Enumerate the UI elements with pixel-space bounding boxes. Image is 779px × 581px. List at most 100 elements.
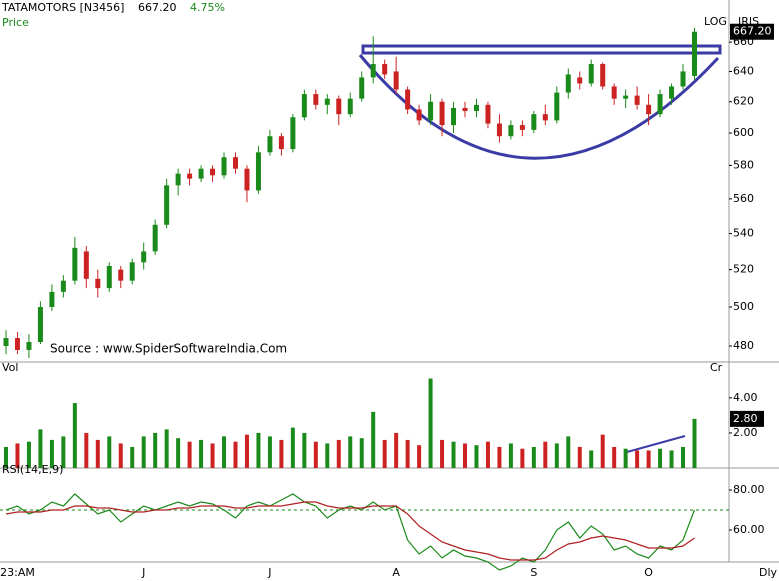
volume-bar: [382, 439, 387, 468]
volume-bar: [187, 441, 192, 468]
candle-body: [301, 94, 307, 118]
resistance-band: [361, 44, 722, 55]
volume-bar: [658, 448, 663, 468]
candle-body: [565, 74, 571, 93]
volume-bar: [577, 446, 582, 468]
volume-bar: [669, 450, 674, 468]
candle-body: [451, 107, 457, 126]
volume-bar: [440, 439, 445, 468]
volume-bar: [646, 450, 651, 468]
symbol: TATAMOTORS [N3456]: [1, 1, 124, 14]
volume-bar: [130, 446, 135, 468]
volume-bar: [531, 446, 536, 468]
volume-bar: [336, 439, 341, 468]
volume-bar: [256, 432, 261, 468]
candle-body: [588, 64, 594, 84]
candle-body: [83, 251, 89, 279]
volume-bar: [15, 443, 20, 468]
y-tick-label: 80.00: [733, 483, 765, 496]
panel-title: RSI(14,E,9): [2, 463, 63, 476]
candle-body: [359, 77, 365, 99]
volume-bar: [38, 429, 43, 468]
candle-body: [49, 291, 55, 308]
candle-body: [347, 98, 353, 115]
volume-bar: [348, 436, 353, 468]
candle-body: [370, 64, 376, 78]
x-tick-label: O: [644, 566, 653, 579]
candle-body: [221, 157, 227, 176]
x-tick-label: J: [141, 566, 145, 579]
volume-bar: [199, 439, 204, 468]
candle-body: [233, 157, 238, 169]
volume-bar: [520, 448, 525, 468]
volume-bar: [84, 432, 89, 468]
scale-label: LOG: [704, 15, 727, 28]
volume-bar: [566, 436, 571, 468]
last-price-label: 667.20: [733, 25, 772, 38]
volume-bar: [417, 445, 422, 468]
candle-body: [611, 86, 617, 99]
y-tick-label: 540: [733, 227, 754, 240]
y-tick-label: 560: [733, 192, 754, 205]
y-tick-label: 580: [733, 158, 754, 171]
candle-body: [175, 173, 181, 186]
volume-bar: [554, 443, 559, 468]
volume-bar: [371, 411, 376, 468]
rsi-line: [5, 493, 696, 571]
volume-bar: [302, 432, 307, 468]
candle-body: [324, 98, 330, 105]
candle-body: [336, 98, 342, 115]
candle-body: [255, 152, 261, 191]
candle-body: [669, 86, 675, 99]
x-tick-label: J: [267, 566, 271, 579]
candle-body: [393, 71, 399, 90]
volume-trendline: [626, 435, 686, 453]
volume-bar: [394, 432, 399, 468]
y-tick-label: 620: [733, 95, 754, 108]
volume-bar: [233, 441, 238, 468]
candle-body: [416, 109, 422, 121]
volume-bar: [26, 441, 31, 468]
candle-body: [187, 173, 193, 179]
candle-body: [106, 265, 112, 289]
y-tick-label: 2.00: [733, 426, 758, 439]
candle-body: [118, 269, 124, 281]
volume-bar: [313, 441, 318, 468]
volume-bar: [589, 450, 594, 468]
candle-body: [519, 125, 525, 130]
candle-body: [554, 92, 560, 121]
volume-bar: [428, 378, 433, 468]
volume-bar: [4, 446, 8, 468]
candle-body: [439, 101, 445, 126]
candle-body: [290, 117, 296, 150]
volume-bar: [176, 438, 181, 468]
rsi-line: [5, 501, 695, 561]
x-tick-label: 23:AM: [0, 566, 35, 579]
volume-bar: [359, 438, 364, 468]
volume-bar: [290, 427, 295, 468]
volume-bar: [497, 446, 502, 468]
candle-body: [198, 168, 204, 179]
y-tick-label: 500: [733, 300, 754, 313]
last-volume-label: 2.80: [733, 412, 758, 425]
candle-body: [14, 338, 20, 350]
volume-bar: [543, 441, 548, 468]
candle-body: [496, 123, 502, 137]
volume-bar: [164, 429, 169, 468]
candle-body: [508, 125, 514, 137]
header-change: 4.75%: [190, 1, 225, 14]
last-price-box: [730, 23, 774, 40]
volume-bar: [118, 443, 123, 468]
candle-body: [462, 107, 468, 112]
candle-body: [60, 280, 66, 292]
candle-body: [129, 262, 135, 281]
candle-body: [405, 89, 411, 110]
volume-bar: [61, 436, 66, 468]
candle-body: [600, 64, 606, 87]
volume-bar: [141, 436, 146, 468]
period: Dly: [759, 566, 778, 579]
candle-body: [680, 71, 686, 87]
y-tick-label: 640: [733, 64, 754, 77]
